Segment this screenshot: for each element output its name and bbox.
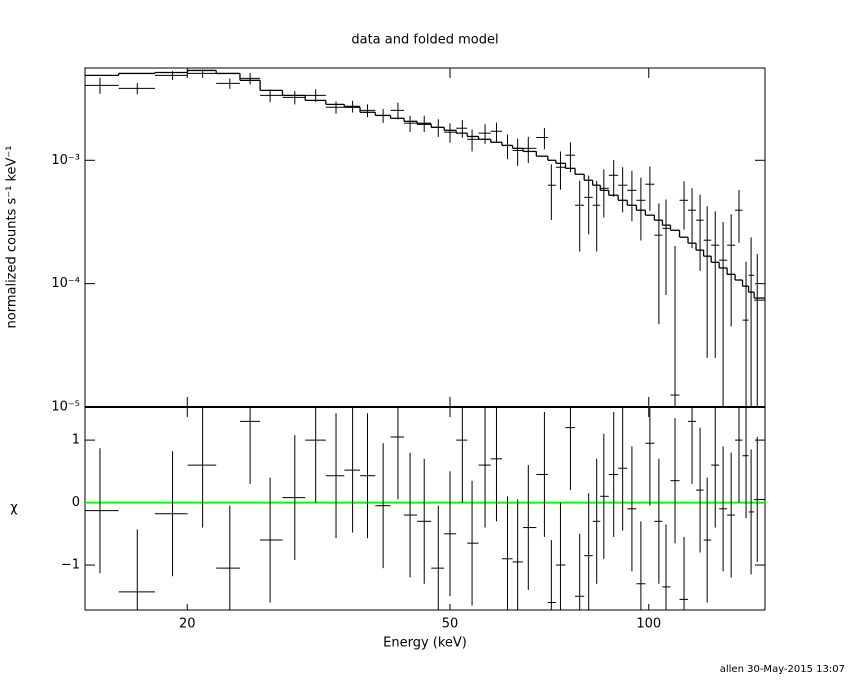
y-tick-label: −1	[61, 558, 80, 573]
x-tick-label: 100	[636, 617, 661, 632]
chart-title: data and folded model	[351, 33, 498, 48]
x-tick-label: 50	[442, 617, 459, 632]
y-tick-label: 10⁻³	[51, 153, 80, 168]
plot-frame	[84, 67, 766, 611]
x-tick-label: 20	[179, 617, 196, 632]
y-tick-label: 10⁻⁴	[51, 276, 80, 291]
footer: allen 30-May-2015 13:07	[720, 664, 845, 675]
y-tick-label: 10⁻⁵	[51, 400, 80, 415]
x-axis-label: Energy (keV)	[383, 636, 467, 651]
y-axis-label: normalized counts s⁻¹ keV⁻¹	[5, 146, 20, 329]
y-tick-label: 0	[72, 495, 80, 510]
y-tick-label: 1	[72, 433, 80, 448]
y-axis-label: χ	[10, 501, 18, 516]
